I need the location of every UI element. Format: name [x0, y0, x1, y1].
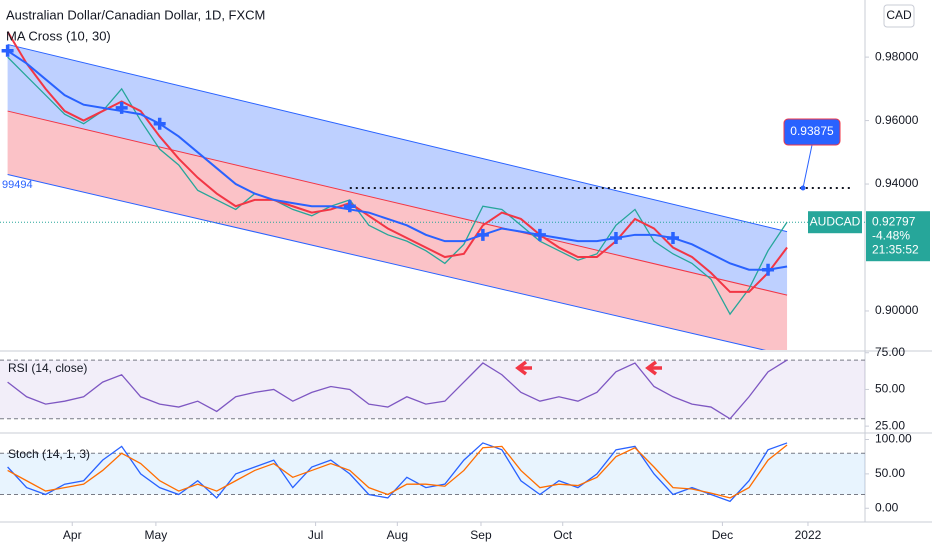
channel-upper-fill — [7, 44, 788, 296]
x-tick-label: Oct — [553, 528, 572, 542]
cross-marker — [153, 117, 166, 130]
level-band — [0, 453, 865, 495]
cross-marker — [1, 44, 14, 57]
alert-box — [783, 118, 841, 146]
y-tick-label: 50.00 — [875, 382, 905, 396]
cross-marker — [762, 263, 775, 276]
change-label: -4.48% — [872, 228, 910, 242]
x-tick-label: May — [145, 528, 168, 542]
alert-dot — [800, 185, 806, 191]
series-line — [7, 442, 788, 503]
y-tick-label: 100.00 — [875, 432, 912, 446]
channel — [7, 43, 788, 350]
chart-title: Australian Dollar/Canadian Dollar, 1D, F… — [6, 7, 265, 22]
cross-marker — [533, 228, 546, 241]
channel-upper-line — [7, 43, 788, 233]
cross-marker — [115, 101, 128, 114]
channel-lower-line — [7, 174, 767, 350]
y-tick-label: 0.90000 — [875, 303, 919, 317]
plot-layer: Apr May Jul Aug Sep Oct Dec 2022 0.98000 0.96000 0… — [0, 31, 930, 542]
level-band — [0, 360, 865, 419]
series-line — [7, 49, 788, 271]
stoch-label: Stoch (14, 1, 3) — [8, 447, 90, 461]
rsi-label: RSI (14, close) — [8, 361, 87, 375]
alert-connector — [802, 144, 813, 189]
y-tick-label: 25.00 — [875, 418, 905, 432]
cross-marker — [343, 200, 356, 213]
series-line — [7, 359, 788, 420]
series-line — [7, 56, 788, 316]
series-line — [6, 31, 788, 293]
currency[interactable]: CAD — [886, 8, 912, 22]
y-tick-label: 0.94000 — [875, 176, 919, 190]
x-tick-label: Jul — [308, 528, 323, 542]
y-tick-label: 0.00 — [875, 500, 899, 514]
last-price-label: 0.92797 — [872, 214, 916, 228]
y-tick-label: 0.98000 — [875, 49, 919, 63]
arrow — [645, 360, 662, 376]
x-tick-label: Sep — [470, 528, 492, 542]
price-box — [866, 211, 930, 262]
x-tick-label: Aug — [387, 528, 408, 542]
channel-middle-line — [7, 110, 788, 296]
x-tick-label: Dec — [712, 528, 733, 542]
alert-label: 0.93875 — [790, 124, 834, 138]
x-tick-label: 2022 — [795, 528, 822, 542]
indicator-label: MA Cross (10, 30) — [6, 28, 111, 43]
cross-marker — [476, 228, 489, 241]
symbol-label: AUDCAD — [810, 214, 861, 228]
y-tick-label: 75.00 — [875, 345, 905, 359]
currency-box[interactable] — [883, 4, 915, 28]
channel-lower-fill — [7, 111, 788, 350]
cross-marker — [666, 231, 679, 244]
series-line — [7, 444, 788, 499]
symbol-box — [808, 211, 862, 234]
arrow — [515, 360, 532, 376]
cross-marker — [609, 231, 622, 244]
y-tick-label: 0.96000 — [875, 113, 919, 127]
countdown-label: 21:35:52 — [872, 242, 919, 256]
y-tick-label: 50.00 — [875, 466, 905, 480]
left-price-label: 99494 — [2, 179, 33, 191]
x-tick-label: Apr — [63, 528, 82, 542]
